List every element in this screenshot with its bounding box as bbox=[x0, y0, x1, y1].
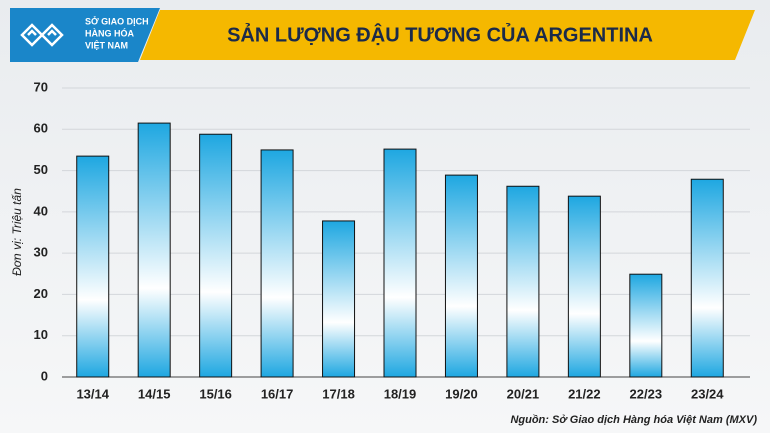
x-tick-label: 16/17 bbox=[261, 386, 294, 401]
y-tick-label: 70 bbox=[34, 79, 48, 94]
title-banner bbox=[140, 10, 755, 60]
x-tick-label: 14/15 bbox=[138, 386, 171, 401]
logo-panel bbox=[10, 8, 160, 62]
source-note: Nguồn: Sở Giao dịch Hàng hóa Việt Nam (M… bbox=[510, 414, 757, 426]
bar bbox=[260, 149, 294, 378]
x-tick-label: 15/16 bbox=[199, 386, 232, 401]
bar bbox=[444, 174, 478, 378]
bar bbox=[629, 273, 663, 378]
bar bbox=[383, 148, 417, 378]
bar bbox=[199, 133, 233, 378]
bar bbox=[137, 122, 171, 378]
x-tick-label: 17/18 bbox=[322, 386, 355, 401]
x-tick-label: 23/24 bbox=[691, 386, 724, 401]
chart-title: SẢN LƯỢNG ĐẬU TƯƠNG CỦA ARGENTINA bbox=[227, 22, 653, 46]
y-tick-label: 60 bbox=[34, 121, 48, 136]
bar bbox=[506, 185, 540, 378]
bar bbox=[322, 220, 356, 378]
x-tick-label: 21/22 bbox=[568, 386, 601, 401]
logo-text: HÀNG HÓA bbox=[85, 27, 134, 38]
x-tick-label: 19/20 bbox=[445, 386, 478, 401]
x-tick-label: 13/14 bbox=[76, 386, 109, 401]
y-tick-label: 10 bbox=[34, 327, 48, 342]
y-tick-label: 50 bbox=[34, 162, 48, 177]
logo-text: VIỆT NAM bbox=[85, 39, 128, 50]
x-tick-label: 20/21 bbox=[507, 386, 540, 401]
y-tick-label: 0 bbox=[41, 368, 48, 383]
bar bbox=[567, 195, 601, 378]
y-tick-label: 40 bbox=[34, 203, 48, 218]
y-axis-label: Đơn vị: Triệu tấn bbox=[10, 188, 24, 276]
bar bbox=[76, 155, 110, 378]
y-tick-label: 30 bbox=[34, 245, 48, 260]
bar bbox=[690, 178, 724, 378]
x-tick-label: 18/19 bbox=[384, 386, 417, 401]
logo-text: SỞ GIAO DỊCH bbox=[85, 15, 149, 26]
logo-icon bbox=[20, 23, 64, 47]
y-tick-label: 20 bbox=[34, 286, 48, 301]
x-tick-label: 22/23 bbox=[630, 386, 663, 401]
